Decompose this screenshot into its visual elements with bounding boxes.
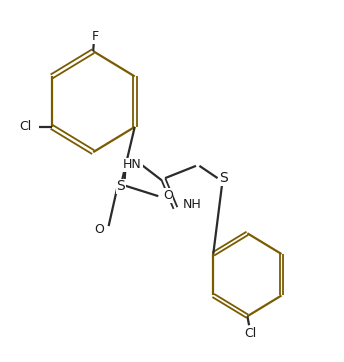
Text: O: O [94,223,104,236]
Text: S: S [116,180,125,193]
Text: Cl: Cl [245,327,257,340]
Text: O: O [163,189,173,202]
Text: S: S [219,171,228,185]
Text: NH: NH [183,198,202,211]
Text: HN: HN [123,158,142,171]
Text: F: F [92,30,98,43]
Text: Cl: Cl [19,121,31,134]
